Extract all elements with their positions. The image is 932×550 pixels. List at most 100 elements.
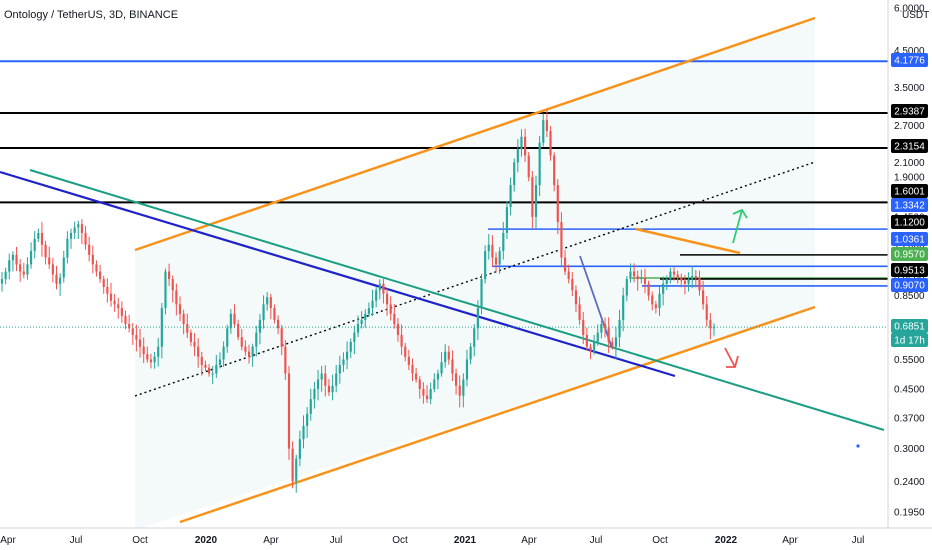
price-tag-11: 1d 17h bbox=[891, 333, 928, 347]
candle-156 bbox=[567, 264, 570, 284]
candle-3 bbox=[11, 251, 14, 272]
candle-46 bbox=[168, 263, 171, 287]
candle-195 bbox=[709, 313, 712, 340]
time-tick-4: Apr bbox=[263, 535, 279, 546]
candle-147 bbox=[534, 175, 538, 229]
plot-area[interactable] bbox=[0, 0, 888, 528]
candle-body bbox=[88, 244, 91, 255]
candle-body bbox=[200, 356, 203, 365]
candle-body bbox=[603, 324, 607, 329]
candle-body bbox=[538, 142, 541, 186]
candle-134 bbox=[487, 234, 490, 260]
candle-body bbox=[415, 373, 418, 380]
candle-139 bbox=[505, 201, 509, 239]
candle-body bbox=[571, 279, 574, 291]
candle-82 bbox=[298, 430, 301, 467]
candle-body bbox=[567, 271, 570, 280]
candle-body bbox=[585, 334, 588, 347]
candle-body bbox=[284, 346, 287, 374]
candle-122 bbox=[444, 344, 447, 368]
candle-body bbox=[389, 304, 392, 314]
candle-body bbox=[462, 379, 465, 396]
time-ticks: Apr Jul Oct 2020 Apr Jul Oct 2021 Apr Jul Oct 2022 A… bbox=[0, 535, 864, 546]
candle-body bbox=[218, 359, 222, 365]
candle-body bbox=[316, 379, 320, 389]
price-tag-label: 1d 17h bbox=[894, 336, 925, 347]
candle-body bbox=[614, 337, 618, 347]
candle-5 bbox=[19, 259, 22, 282]
candle-body bbox=[73, 227, 76, 233]
time-axis[interactable] bbox=[0, 528, 932, 550]
candle-body bbox=[458, 385, 461, 396]
candle-132 bbox=[480, 273, 483, 315]
candle-body bbox=[578, 304, 581, 320]
candle-37 bbox=[135, 324, 138, 352]
candle-15 bbox=[55, 265, 58, 290]
candle-184 bbox=[669, 267, 672, 284]
candle-body bbox=[531, 177, 534, 217]
candle-35 bbox=[128, 314, 131, 333]
candle-34 bbox=[124, 310, 127, 330]
candle-body bbox=[709, 319, 712, 329]
candle-142 bbox=[516, 139, 519, 173]
candle-108 bbox=[393, 303, 396, 329]
candle-70 bbox=[255, 325, 258, 357]
price-tag-label: 0.9070 bbox=[894, 281, 925, 292]
candle-57 bbox=[207, 364, 211, 377]
candle-body bbox=[545, 120, 548, 132]
candle-118 bbox=[429, 382, 432, 405]
candle-117 bbox=[425, 385, 429, 404]
candle-body bbox=[324, 373, 327, 386]
candle-131 bbox=[476, 300, 479, 341]
candle-body bbox=[422, 388, 425, 396]
price-tick-5: 1.9000 bbox=[894, 173, 925, 184]
price-tag-0: 4.1776 bbox=[891, 53, 928, 67]
candle-body bbox=[84, 232, 87, 245]
horizontal-levels bbox=[0, 60, 888, 287]
candle-body bbox=[280, 328, 283, 347]
candle-99 bbox=[360, 311, 363, 329]
candle-body bbox=[618, 319, 621, 338]
candle-157 bbox=[571, 272, 574, 297]
candle-26 bbox=[95, 260, 98, 277]
candle-41 bbox=[149, 353, 153, 369]
candle-body bbox=[440, 362, 443, 374]
candle-164 bbox=[596, 324, 599, 346]
blue-downtrend-line bbox=[0, 170, 676, 378]
candle-56 bbox=[204, 360, 207, 372]
candle-body bbox=[683, 280, 687, 284]
candle-162 bbox=[589, 343, 592, 360]
candle-body bbox=[273, 308, 276, 320]
candle-183 bbox=[665, 275, 668, 290]
candle-body bbox=[433, 379, 436, 389]
candle-body bbox=[636, 276, 639, 280]
candle-body bbox=[676, 274, 679, 278]
candle-body bbox=[29, 250, 33, 265]
price-tick-2: 3.5000 bbox=[894, 83, 925, 94]
candle-body bbox=[643, 277, 647, 284]
candle-body bbox=[142, 346, 145, 355]
candle-20 bbox=[73, 221, 76, 240]
candle-42 bbox=[153, 352, 156, 369]
candle-172 bbox=[625, 276, 628, 302]
candle-92 bbox=[335, 365, 338, 393]
candle-body bbox=[705, 304, 708, 320]
candle-body bbox=[106, 287, 109, 294]
candle-body bbox=[527, 155, 530, 178]
candle-body bbox=[160, 308, 163, 347]
price-tag-label: 1.6001 bbox=[894, 187, 925, 198]
candle-body bbox=[658, 293, 661, 309]
price-tag-6: 1.0361 bbox=[891, 232, 928, 246]
candle-body bbox=[113, 300, 116, 305]
candle-body bbox=[393, 313, 396, 325]
candle-body bbox=[378, 283, 381, 291]
candle-body bbox=[62, 257, 65, 278]
candle-116 bbox=[422, 382, 425, 404]
candle-body bbox=[509, 185, 512, 208]
price-tag-label: 4.1776 bbox=[894, 56, 925, 67]
candle-body bbox=[491, 244, 494, 258]
candle-171 bbox=[622, 287, 625, 332]
candle-153 bbox=[556, 179, 559, 235]
candle-body bbox=[353, 332, 356, 342]
